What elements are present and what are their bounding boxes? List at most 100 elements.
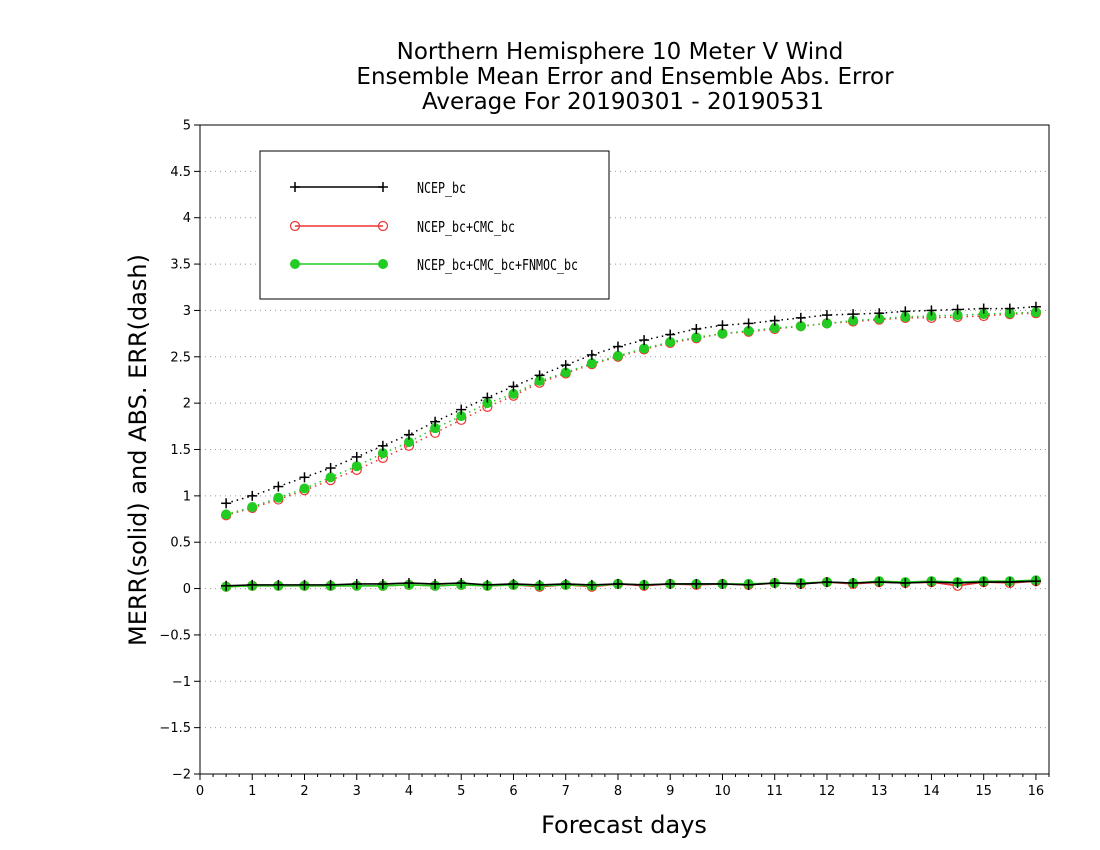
mean-error-point <box>900 578 911 589</box>
mean-error-point <box>821 577 832 588</box>
mean-error-point <box>325 579 336 590</box>
abs-error-point <box>821 318 832 329</box>
mean-error-point <box>874 577 885 588</box>
y-tick-label: 3.5 <box>170 258 191 273</box>
abs-error-point <box>273 481 284 492</box>
abs-error-point <box>639 335 650 346</box>
series-NCEP_bc+CMC_bc <box>221 308 1042 592</box>
abs-error-point <box>848 309 859 320</box>
legend-marker <box>378 259 388 269</box>
x-axis-label: Forecast days <box>541 811 707 839</box>
legend-entry: NCEP_bc <box>290 179 466 197</box>
mean-error-point <box>952 578 963 589</box>
mean-error-point <box>586 579 597 590</box>
abs-error-point <box>377 448 388 459</box>
y-tick-label: 0.5 <box>170 536 191 551</box>
y-tick-label: −1.5 <box>159 721 191 736</box>
legend-label: NCEP_bc <box>417 179 466 197</box>
legend-marker <box>377 220 389 232</box>
abs-error-point <box>299 483 310 494</box>
x-tick-label: 4 <box>405 784 413 799</box>
abs-error-point <box>325 472 336 483</box>
abs-error-point <box>769 315 780 326</box>
mean-error-point <box>351 578 362 589</box>
chart-title-line-2: Ensemble Mean Error and Ensemble Abs. Er… <box>356 64 894 90</box>
mean-error-point <box>926 577 937 588</box>
x-tick-label: 15 <box>975 784 992 799</box>
mean-error-point <box>560 578 571 589</box>
abs-error-line <box>225 311 1036 516</box>
x-tick-label: 9 <box>666 784 674 799</box>
legend-box <box>259 150 610 300</box>
abs-error-point <box>665 329 676 340</box>
abs-error-point <box>639 343 650 354</box>
y-tick-label: 1.5 <box>170 443 191 458</box>
abs-error-point <box>978 303 989 314</box>
abs-error-point <box>612 350 623 361</box>
legend-marker <box>289 220 301 232</box>
plot-series <box>221 301 1042 592</box>
abs-error-point <box>926 305 937 316</box>
abs-error-point <box>952 310 963 321</box>
abs-error-point <box>612 341 623 352</box>
abs-error-point <box>508 388 519 399</box>
abs-error-point <box>821 310 832 321</box>
x-tick-label: 0 <box>196 784 204 799</box>
mean-error-point <box>508 578 519 589</box>
legend-entries: NCEP_bc NCEP_bc+CMC_bc NCEP_bc+CMC_bc+FNMO… <box>289 179 578 274</box>
abs-error-point <box>456 404 467 415</box>
y-tick-label: 2.5 <box>170 350 191 365</box>
y-tick-label: 4 <box>183 211 191 226</box>
mean-error-point <box>482 579 493 590</box>
abs-error-point <box>926 310 937 321</box>
legend-marker <box>290 259 300 269</box>
legend-entry: NCEP_bc+CMC_bc <box>289 218 515 236</box>
mean-error-point <box>299 579 310 590</box>
abs-error-point <box>482 398 493 409</box>
abs-error-point <box>848 315 859 326</box>
abs-error-point <box>351 461 362 472</box>
abs-error-point <box>508 381 519 392</box>
x-tick-label: 7 <box>562 784 570 799</box>
axis-ticks: −2−1.5−1−0.500.511.522.533.544.550 1 2 3 4 5 6… <box>159 119 1050 799</box>
mean-error-point <box>1004 577 1015 588</box>
y-tick-label: 2 <box>183 397 191 412</box>
abs-error-point <box>377 440 388 451</box>
mean-error-point <box>403 578 414 589</box>
series-NCEP_bc+CMC_bc+FNMOC_bc <box>221 307 1041 592</box>
abs-error-point <box>795 312 806 323</box>
mean-error-point <box>1030 576 1041 587</box>
abs-error-point <box>900 311 911 322</box>
abs-error-point <box>560 367 571 378</box>
abs-error-point <box>717 320 728 331</box>
abs-error-point <box>351 451 362 462</box>
abs-error-point <box>874 313 885 324</box>
mean-error-point <box>534 579 545 590</box>
abs-error-point <box>1004 303 1015 314</box>
y-tick-label: 4.5 <box>170 165 191 180</box>
abs-error-point <box>273 492 284 503</box>
abs-error-point <box>586 358 597 369</box>
mean-error-point <box>848 578 859 589</box>
mean-error-point <box>795 578 806 589</box>
abs-error-point <box>534 370 545 381</box>
mean-error-point <box>377 578 388 589</box>
legend-label: NCEP_bc+CMC_bc+FNMOC_bc <box>417 256 578 274</box>
legend-label: NCEP_bc+CMC_bc <box>417 218 515 236</box>
mean-error-point <box>717 578 728 589</box>
mean-error-point <box>665 578 676 589</box>
mean-error-point <box>273 579 284 590</box>
abs-error-point <box>691 332 702 343</box>
abs-error-point <box>795 321 806 332</box>
mean-error-point <box>639 579 650 590</box>
abs-error-point <box>221 509 232 520</box>
abs-error-point <box>403 437 414 448</box>
chart-title: Northern Hemisphere 10 Meter V Wind Ense… <box>356 39 894 115</box>
x-tick-label: 14 <box>923 784 940 799</box>
abs-error-point <box>221 498 232 509</box>
abs-error-point <box>665 336 676 347</box>
abs-error-point <box>874 308 885 319</box>
abs-error-point <box>717 328 728 339</box>
y-tick-label: 1 <box>183 489 191 504</box>
x-tick-label: 10 <box>714 784 731 799</box>
